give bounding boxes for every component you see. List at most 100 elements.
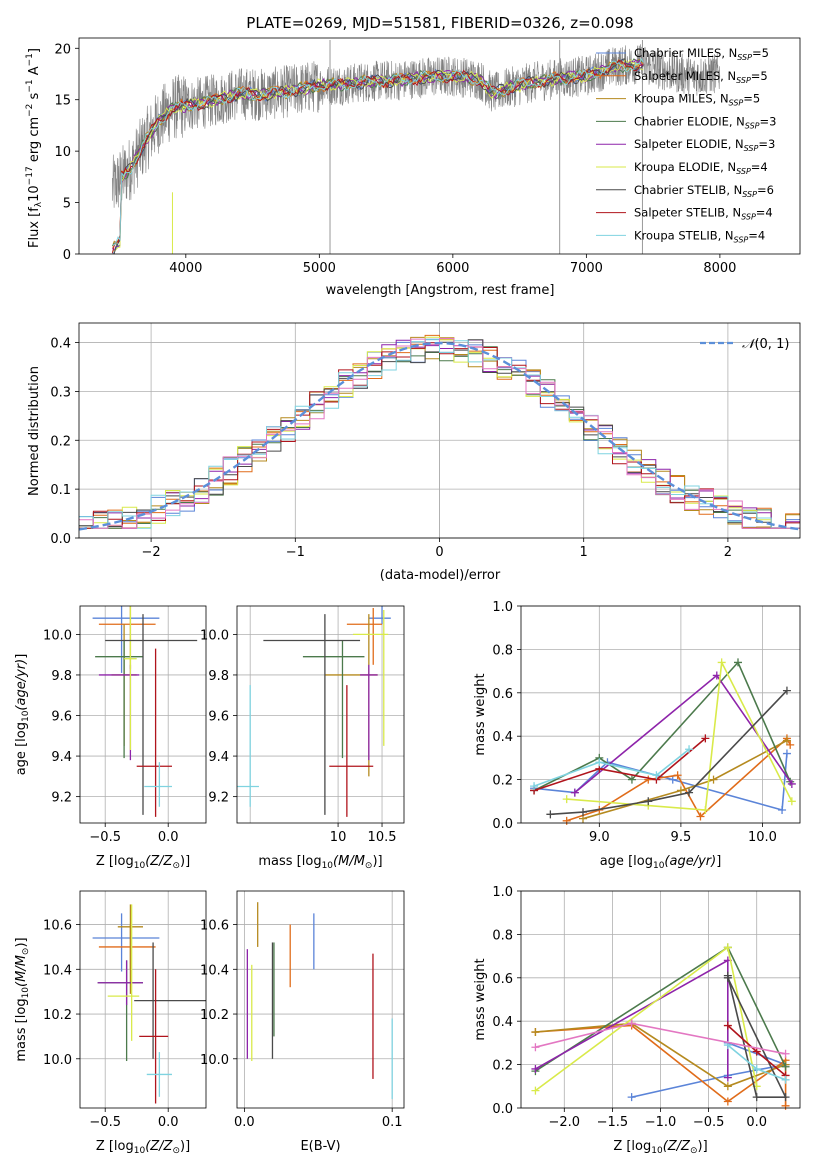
weight_vs_z-point-marker bbox=[752, 1047, 761, 1056]
weight_vs_age-point-marker bbox=[709, 775, 718, 784]
weight_vs_age-point-marker bbox=[701, 805, 710, 814]
age_vs_z-ytick-label: 9.8 bbox=[51, 669, 72, 684]
spectrum-legend-label: Salpeter STELIB, NSSP=4 bbox=[634, 206, 773, 222]
weight_vs_z-series-line bbox=[535, 1022, 786, 1088]
spectrum-ytick-label: 20 bbox=[54, 42, 71, 57]
residuals-ytick-label: 0.1 bbox=[50, 483, 71, 498]
weight_vs_z-point-marker bbox=[723, 973, 732, 982]
weight_vs_z-series-line bbox=[534, 946, 758, 1092]
weight_vs_age-point-marker bbox=[782, 686, 791, 695]
residuals-ytick-label: 0.0 bbox=[50, 532, 71, 547]
age_vs_mass-xtick-label: 10.5 bbox=[368, 830, 397, 845]
weight_vs_age-ytick-label: 0.2 bbox=[492, 774, 513, 789]
mass_vs_ebv-ytick-label: 10.6 bbox=[200, 919, 229, 934]
age_vs_z-xlabel: Z [log10(Z/Z⊙)] bbox=[96, 854, 190, 871]
weight_vs_z-xtick-label: −2.0 bbox=[549, 1115, 581, 1130]
age_vs_mass-xtick-label: 10 bbox=[330, 830, 347, 845]
age_vs_z-xtick-label: 0.0 bbox=[158, 830, 179, 845]
residuals-histogram-7 bbox=[79, 342, 800, 529]
weight_vs_z-ytick-label: 0.8 bbox=[492, 928, 513, 943]
spectrum-ytick-label: 10 bbox=[54, 145, 71, 160]
weight_vs_z-point-marker bbox=[781, 1049, 790, 1058]
weight_vs_age-series-line bbox=[534, 753, 788, 812]
spectrum-ytick-label: 5 bbox=[63, 197, 71, 212]
weight_vs_age-point-marker bbox=[685, 788, 694, 797]
mass_vs_ebv-xtick-label: 0.1 bbox=[382, 1115, 403, 1130]
weight_vs_age-point-marker bbox=[782, 749, 791, 758]
weight_vs_z-xtick-label: −1.0 bbox=[645, 1115, 677, 1130]
mass_vs_z-xlabel: Z [log10(Z/Z⊙)] bbox=[96, 1139, 190, 1156]
mass_vs_ebv-xtick-label: 0.0 bbox=[234, 1115, 255, 1130]
weight_vs_age-panel: 9.0 9.5 10.0 0.0 0.2 0.4 0.6 0.8 1.0 age [log10(a… bbox=[473, 600, 801, 871]
residuals-ylabel: Normed distribution bbox=[27, 366, 42, 496]
weight_vs_age-point-marker bbox=[652, 771, 661, 780]
weight_vs_z-ylabel: mass weight bbox=[473, 958, 488, 1040]
weight_vs_age-series-line bbox=[550, 690, 788, 816]
weight_vs_age-series-line bbox=[533, 737, 706, 792]
residuals-xtick-label: −1 bbox=[286, 545, 305, 560]
residuals-tick-labels: −2 −1 0 1 2 0.0 0.1 0.2 0.3 0.4 bbox=[50, 337, 732, 560]
weight_vs_age-ytick-label: 0.4 bbox=[492, 730, 513, 745]
mass_vs_z-ylabel: mass [log10(M/M⊙)] bbox=[14, 937, 31, 1061]
age_vs_mass-xlabel: mass [log10(M/M⊙)] bbox=[258, 854, 382, 871]
weight_vs_z-point-marker bbox=[531, 1086, 540, 1095]
spectrum-xtick-label: 7000 bbox=[570, 261, 603, 276]
residuals-ytick-label: 0.4 bbox=[50, 337, 71, 352]
observed-spectrum-line bbox=[112, 40, 721, 254]
weight_vs_age-point-marker bbox=[668, 775, 677, 784]
weight_vs_age-point-marker bbox=[782, 736, 791, 745]
weight_vs_age-series-line bbox=[533, 748, 690, 787]
residuals-xlabel: (data-model)/error bbox=[380, 568, 501, 583]
age_vs_mass-axes-frame bbox=[236, 605, 405, 824]
weight_vs_age-ytick-label: 0.6 bbox=[492, 687, 513, 702]
mass_vs_ebv-panel: 0.0 0.1 10.0 10.2 10.4 10.6 E(B-V) bbox=[200, 890, 405, 1154]
age_vs_z-axes-frame bbox=[79, 605, 207, 824]
weight_vs_age-xtick-label: 9.0 bbox=[589, 830, 610, 845]
weight_vs_z-point-marker bbox=[723, 1073, 732, 1082]
weight_vs_z-point-marker bbox=[723, 1021, 732, 1030]
age_vs_z-ylabel: age [log10(age/yr)] bbox=[14, 654, 31, 776]
spectrum-legend-label: Chabrier STELIB, NSSP=6 bbox=[634, 183, 774, 199]
model-spectrum-8 bbox=[112, 57, 644, 246]
spectrum-axes-frame bbox=[78, 37, 801, 255]
weight_vs_age-point-marker bbox=[717, 658, 726, 667]
residuals-xtick-label: 1 bbox=[580, 545, 588, 560]
spectrum-legend: Chabrier MILES, NSSP=5 Salpeter MILES, NS… bbox=[596, 46, 776, 244]
age_vs_z-xtick-label: −0.5 bbox=[89, 830, 121, 845]
age_vs_z-ytick-label: 10.0 bbox=[43, 628, 72, 643]
weight_vs_age-xlabel: age [log10(age/yr)] bbox=[600, 854, 722, 871]
weight_vs_age-xtick-label: 10.0 bbox=[748, 830, 777, 845]
weight_vs_age-point-marker bbox=[562, 816, 571, 825]
weight_vs_age-point-marker bbox=[644, 797, 653, 806]
weight_vs_z-series-line bbox=[727, 975, 787, 1098]
figure-title: PLATE=0269, MJD=51581, FIBERID=0326, z=0… bbox=[246, 14, 633, 32]
weight_vs_age-axes-frame bbox=[520, 605, 801, 824]
spectrum-ylabel: Flux [fλ10−17 erg cm−2 s−1 A−1] bbox=[25, 48, 44, 248]
spectrum-ytick-label: 15 bbox=[54, 94, 71, 109]
weight_vs_z-xtick-label: −0.5 bbox=[693, 1115, 725, 1130]
weight_vs_z-point-marker bbox=[723, 1082, 732, 1091]
age_vs_mass-ytick-label: 9.4 bbox=[208, 750, 229, 765]
spectrum-legend-label: Chabrier ELODIE, NSSP=3 bbox=[634, 114, 776, 130]
weight_vs_age-point-marker bbox=[701, 734, 710, 743]
parameter-panels: −0.5 0.0 9.2 9.4 9.6 9.8 10.0 Z [log10(Z/Z⊙)] ag… bbox=[14, 600, 801, 1156]
spectrum-panel: 4000 5000 6000 7000 8000 0 5 10 15 20 wavelength … bbox=[25, 37, 801, 298]
spectrum-legend-label: Chabrier MILES, NSSP=5 bbox=[634, 46, 769, 62]
weight_vs_z-point-marker bbox=[627, 1019, 636, 1028]
spectrum-xtick-label: 5000 bbox=[303, 261, 336, 276]
model-spectrum-5 bbox=[112, 58, 644, 252]
weight_vs_z-point-marker bbox=[531, 1043, 540, 1052]
weight_vs_z-panel: −2.0 −1.5 −1.0 −0.5 0.0 0.0 0.2 0.4 0.6 0.8 1.0 Z [… bbox=[473, 885, 801, 1156]
weight_vs_age-ytick-label: 1.0 bbox=[492, 600, 513, 615]
spectrum-xtick-label: 4000 bbox=[169, 261, 202, 276]
weight_vs_age-point-marker bbox=[676, 786, 685, 795]
weight_vs_age-point-marker bbox=[673, 771, 682, 780]
weight_vs_age-point-marker bbox=[644, 775, 653, 784]
model-spectrum-7 bbox=[111, 59, 644, 254]
residuals-histogram-2 bbox=[79, 336, 800, 529]
weight_vs_z-point-marker bbox=[752, 1093, 761, 1102]
weight_vs_age-point-marker bbox=[579, 808, 587, 817]
model-spectra-lines bbox=[111, 57, 644, 255]
residuals-legend: 𝒩(0, 1) bbox=[700, 337, 789, 352]
spectrum-xtick-label: 8000 bbox=[703, 261, 736, 276]
